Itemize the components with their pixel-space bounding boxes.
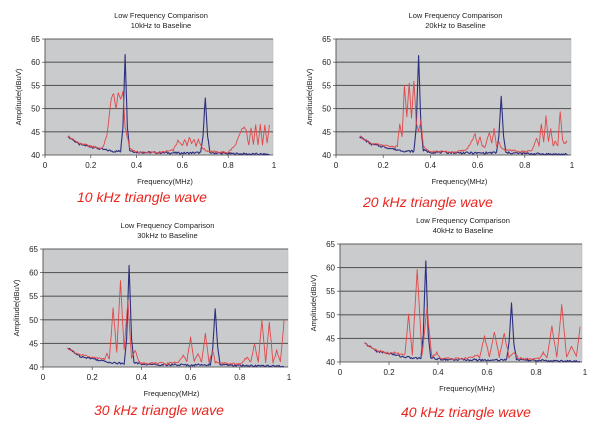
x-tick-label: 1 [570,161,575,170]
x-tick-label: 0.4 [136,373,148,382]
series-line-test [359,80,568,154]
chart-panel-40khz: Low Frequency Comparison 40kHz to Baselin… [300,216,600,432]
series-line-test [67,90,270,155]
y-tick-label: 55 [29,292,38,301]
x-tick-label: 0.2 [383,368,395,377]
x-tick-label: 0 [338,368,343,377]
y-tick-label: 40 [326,358,335,367]
chart-subtitle: 20kHz to Baseline [425,21,485,30]
y-tick-label: 60 [31,58,40,67]
x-tick-label: 0.4 [425,161,437,170]
x-tick-label: 0 [43,161,48,170]
y-tick-label: 55 [322,81,331,90]
caption-30khz: 30 kHz triangle wave [94,402,224,418]
x-tick-label: 1 [272,161,277,170]
x-tick-label: 0.2 [378,161,390,170]
x-tick-label: 0.8 [223,161,235,170]
y-tick-label: 65 [31,35,40,44]
plot-area [335,38,572,156]
y-tick-label: 45 [31,128,40,137]
x-tick-label: 0 [334,161,339,170]
y-tick-label: 50 [31,105,40,114]
x-tick-label: 0.8 [234,373,246,382]
x-tick-label: 0.6 [472,161,484,170]
chart-title: Low Frequency Comparison [121,221,215,230]
y-tick-label: 40 [322,151,331,160]
y-tick-label: 50 [326,311,335,320]
y-axis-label: Amplitude(dBuV) [14,68,23,125]
x-tick-label: 0 [41,373,46,382]
caption-20khz: 20 kHz triangle wave [363,194,493,210]
y-tick-label: 65 [322,35,331,44]
caption-10khz: 10 kHz triangle wave [77,189,207,205]
y-axis-label: Amplitude(dBuV) [305,68,314,125]
y-tick-label: 50 [29,316,38,325]
y-tick-label: 40 [29,363,38,372]
x-tick-label: 0.8 [530,368,542,377]
plot-area [339,243,583,363]
x-tick-label: 0.6 [185,373,197,382]
y-tick-label: 50 [322,105,331,114]
x-tick-label: 0.8 [519,161,531,170]
y-tick-label: 65 [29,245,38,254]
chart-panel-10khz: Low Frequency Comparison 10kHz to Baselin… [0,0,300,216]
y-axis-label: Amplitude(dBuV) [12,279,21,336]
series-line-baseline [364,260,581,363]
y-tick-label: 55 [31,81,40,90]
chart-subtitle: 40kHz to Baseline [433,226,493,235]
chart-title: Low Frequency Comparison [409,11,503,20]
x-tick-label: 0.4 [131,161,143,170]
chart-title: Low Frequency Comparison [416,216,510,225]
chart-panel-30khz: Low Frequency Comparison 30kHz to Baselin… [0,216,300,432]
x-axis-label: Frequency(MHz) [144,389,200,398]
y-tick-label: 45 [322,128,331,137]
y-tick-label: 60 [322,58,331,67]
x-tick-label: 0.6 [481,368,493,377]
y-tick-label: 60 [326,264,335,273]
x-tick-label: 0.6 [177,161,189,170]
y-tick-label: 45 [29,339,38,348]
y-tick-label: 60 [29,269,38,278]
caption-40khz: 40 kHz triangle wave [401,404,531,420]
series-line-test [67,280,285,366]
x-tick-label: 0.2 [85,161,97,170]
series-line-baseline [67,264,285,368]
x-tick-label: 0.4 [432,368,444,377]
plot-area [42,248,289,368]
chart-subtitle: 30kHz to Baseline [137,231,197,240]
chart-title: Low Frequency Comparison [114,11,208,20]
y-tick-label: 65 [326,240,335,249]
plot-area [44,38,274,156]
series-line-baseline [359,55,568,156]
x-axis-label: Frequency(MHz) [439,384,495,393]
x-axis-label: Frequency(MHz) [137,177,193,186]
chart-panel-20khz: Low Frequency Comparison 20kHz to Baselin… [300,0,600,216]
y-tick-label: 55 [326,287,335,296]
chart-subtitle: 10kHz to Baseline [131,21,191,30]
y-tick-label: 40 [31,151,40,160]
x-tick-label: 1 [287,373,292,382]
y-axis-label: Amplitude(dBuV) [309,274,318,331]
x-tick-label: 0.2 [87,373,99,382]
series-line-baseline [67,54,270,156]
y-tick-label: 45 [326,334,335,343]
x-axis-label: Frequency(MHz) [432,177,488,186]
x-tick-label: 1 [583,368,588,377]
series-line-test [364,269,581,361]
